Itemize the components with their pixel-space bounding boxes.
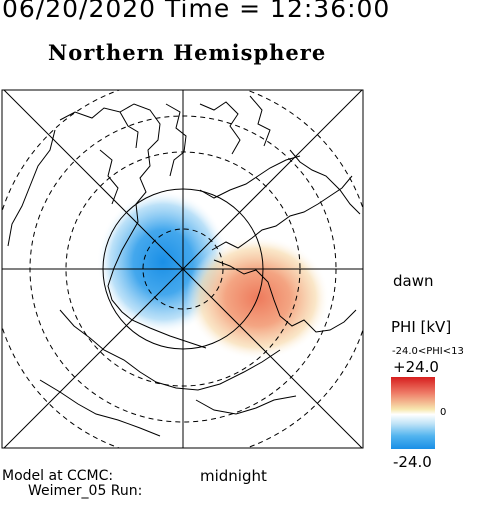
colorbar-zero-label: 0: [440, 407, 447, 418]
model-line-1: Model at CCMC:: [2, 468, 114, 484]
model-line-2: Weimer_05 Run:: [28, 483, 143, 499]
colorbar-title: PHI [kV]: [391, 318, 452, 336]
graticule: [2, 90, 363, 448]
datetime-title: 06/20/2020 Time = 12:36:00: [2, 0, 391, 23]
colorbar-range: -24.0<PHI<13: [392, 346, 464, 357]
midnight-label: midnight: [200, 467, 267, 485]
colorbar-min-label: -24.0: [393, 453, 432, 471]
map-frame: [1, 89, 364, 449]
hemisphere-title: Northern Hemisphere: [48, 40, 327, 65]
coastlines: [7, 95, 361, 437]
colorbar: [391, 377, 435, 449]
dawn-label: dawn: [393, 272, 434, 290]
colorbar-max-label: +24.0: [393, 358, 439, 376]
potential-field: [97, 190, 330, 360]
